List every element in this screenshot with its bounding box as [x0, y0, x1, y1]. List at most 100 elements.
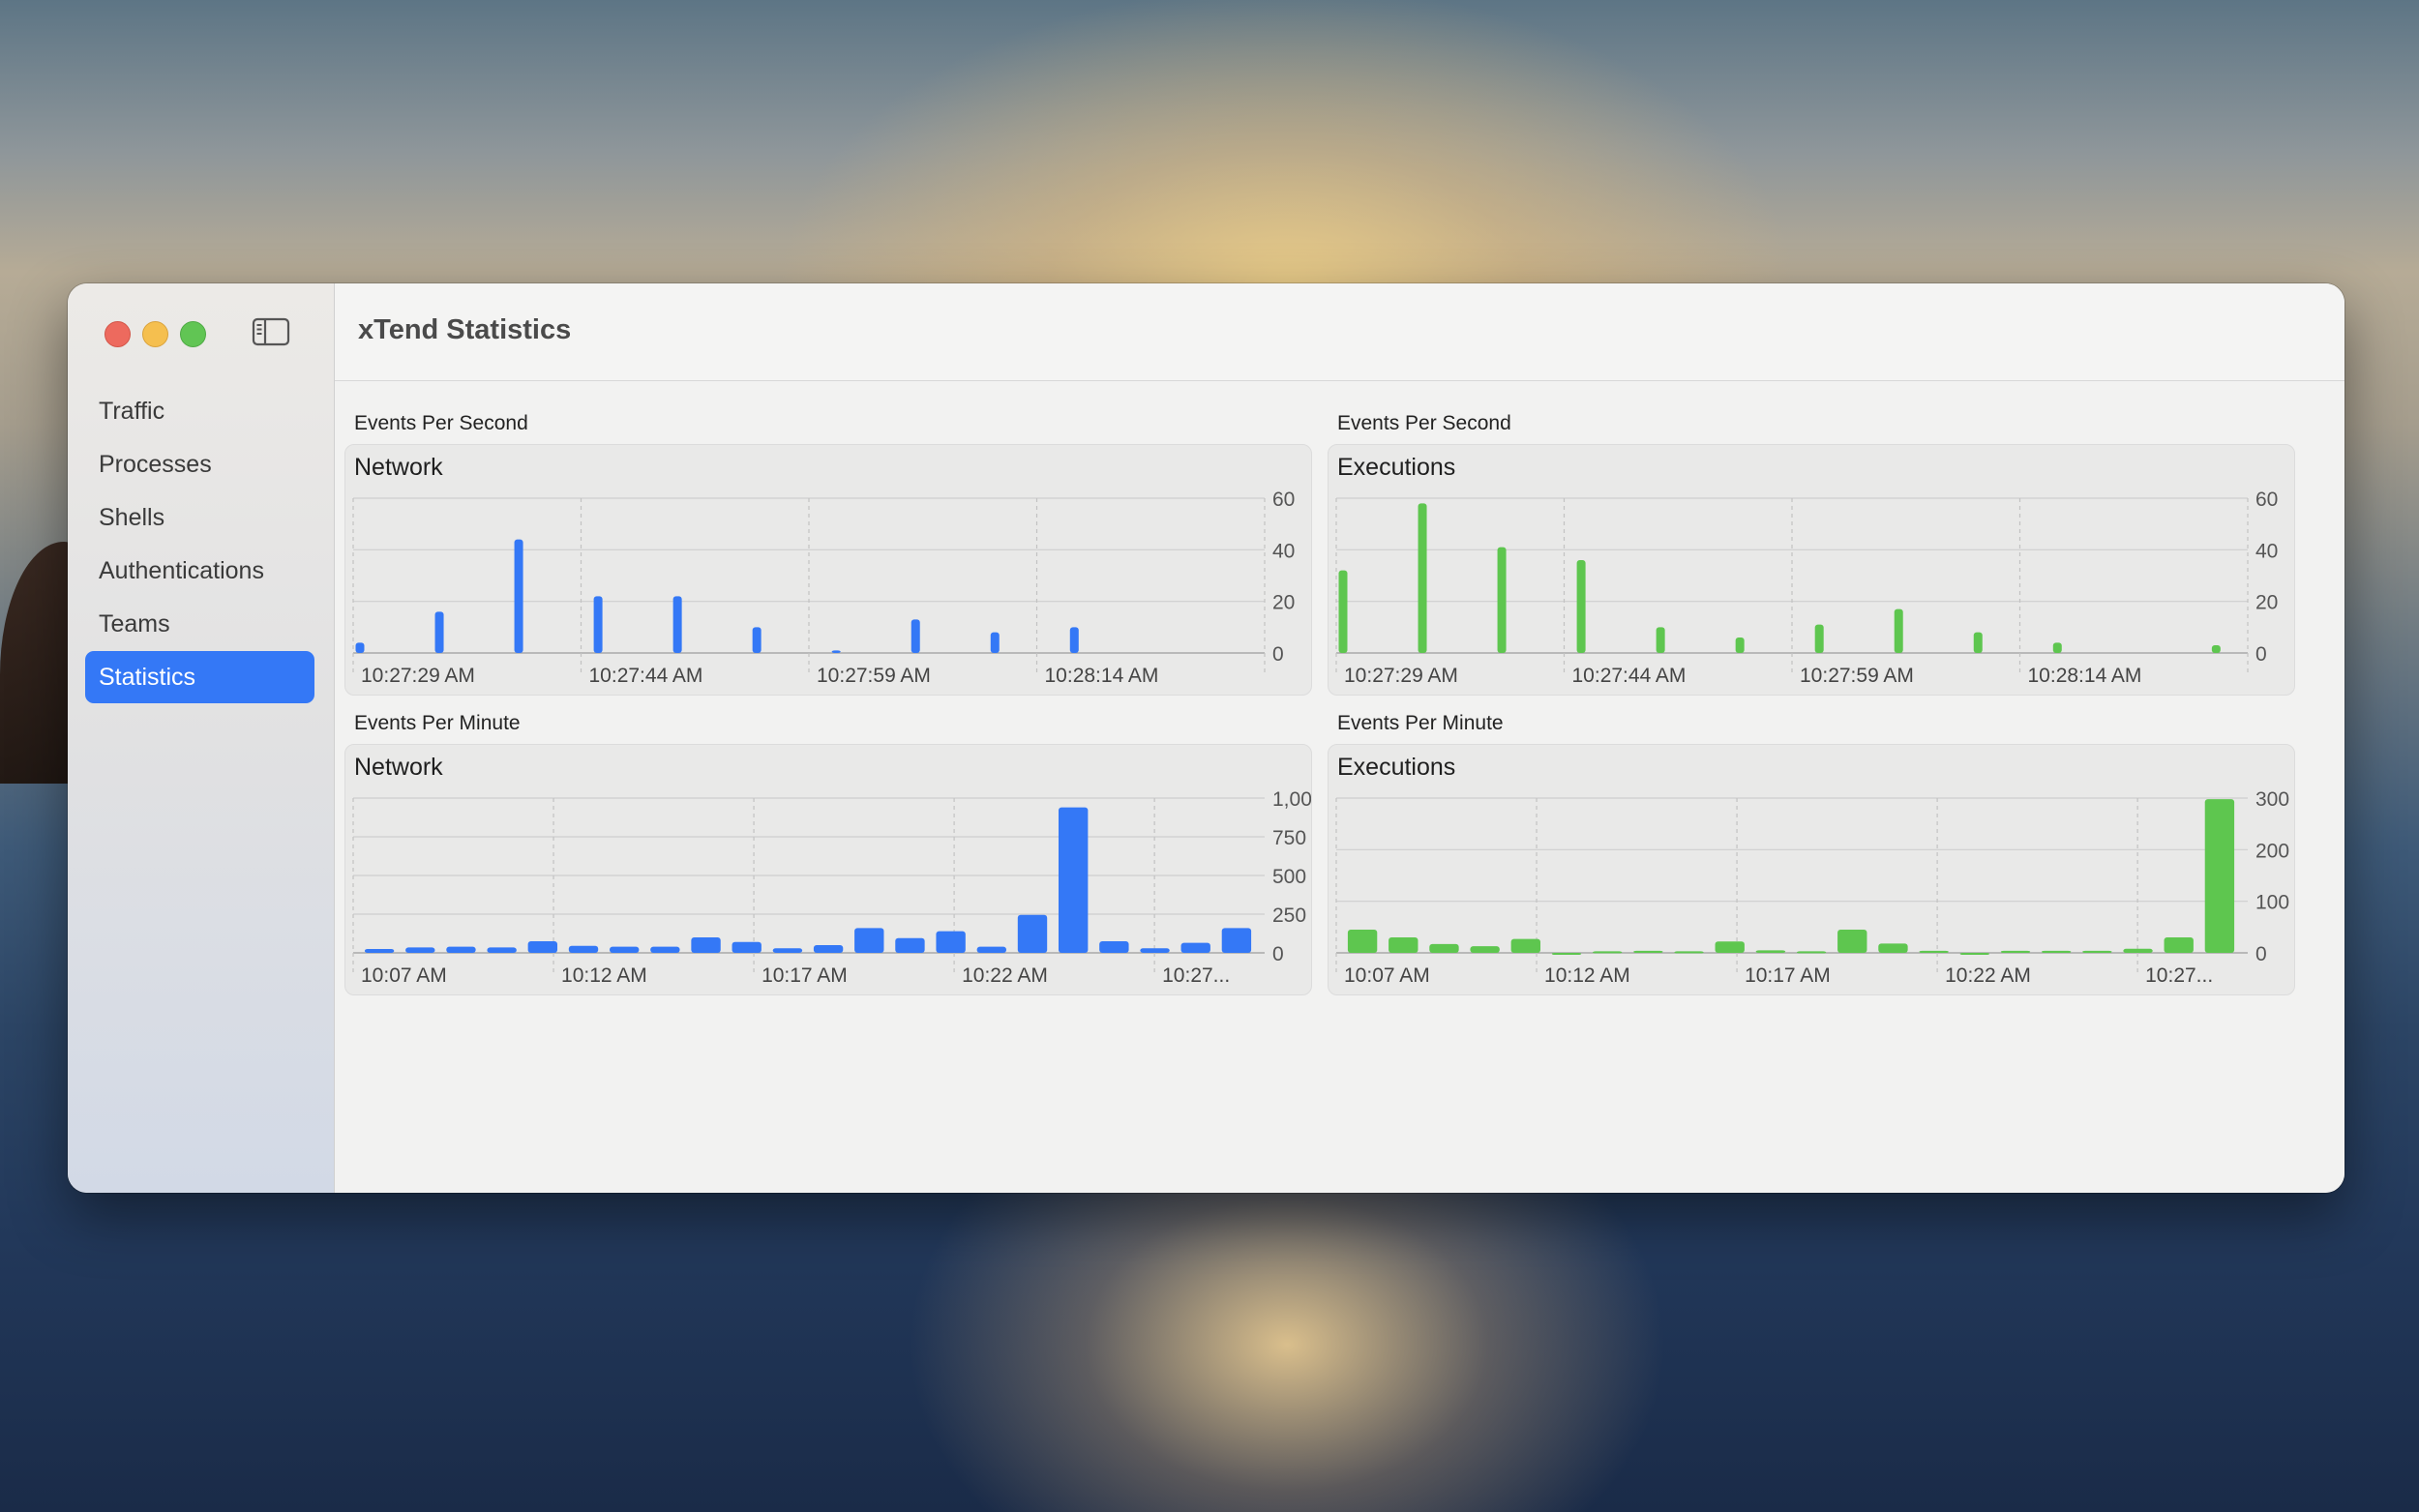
bar — [854, 928, 884, 953]
y-tick-label: 750 — [1272, 827, 1306, 849]
x-tick-label: 10:27:59 AM — [1800, 665, 1914, 687]
y-tick-label: 250 — [1272, 904, 1306, 927]
bar — [732, 941, 762, 953]
bar — [355, 642, 365, 653]
bar — [1551, 953, 1582, 955]
network-per-second-plot: 0 20 40 60 10:27:29 AM 10:27:44 AM 10:27:59 AM… — [352, 489, 1295, 687]
y-tick-label: 20 — [2255, 592, 2278, 614]
bar — [1418, 503, 1427, 653]
bar — [813, 945, 844, 953]
bar — [1656, 627, 1665, 653]
bar — [1715, 941, 1745, 953]
executions-per-second-chart: Executions 0 20 40 60 10:27:29 AM 10:27:44 AM… — [1328, 444, 2295, 696]
bar — [2123, 948, 2153, 953]
bar — [1389, 937, 1419, 953]
bar — [1058, 807, 1089, 953]
chart-title: Executions — [1337, 454, 1456, 481]
x-tick-label: 10:22 AM — [962, 964, 1048, 987]
bar — [772, 948, 803, 953]
y-tick-label: 40 — [1272, 540, 1295, 562]
sidebar-item-traffic[interactable]: Traffic — [99, 398, 165, 425]
bar — [650, 946, 680, 953]
bar — [1814, 624, 1824, 653]
x-tick-label: 10:17 AM — [762, 964, 848, 987]
bar — [1755, 950, 1786, 953]
y-tick-label: 0 — [1272, 643, 1284, 666]
section-label-network-per-minute: Events Per Minute — [354, 712, 521, 734]
bar — [1429, 943, 1459, 953]
sidebar-item-processes[interactable]: Processes — [99, 451, 212, 478]
minimize-button[interactable] — [142, 321, 168, 347]
y-tick-label: 200 — [2255, 840, 2289, 862]
x-tick-label: 10:07 AM — [1344, 964, 1430, 987]
sidebar-item-teams[interactable]: Teams — [99, 610, 170, 637]
bar — [1017, 914, 1048, 953]
bar — [672, 596, 682, 653]
network-per-second-chart: Network 0 20 40 60 10:27:29 AM 10:27:44 AM 10:… — [344, 444, 1312, 696]
y-tick-label: 60 — [1272, 489, 1295, 511]
page-title: xTend Statistics — [358, 314, 572, 345]
section-label-executions-per-minute: Events Per Minute — [1337, 712, 1504, 734]
y-tick-label: 0 — [1272, 943, 1284, 965]
x-tick-label: 10:28:14 AM — [2028, 665, 2142, 687]
bar — [2052, 642, 2062, 653]
x-tick-label: 10:27:29 AM — [361, 665, 475, 687]
executions-per-minute-plot: 0 100 200 300 10:07 AM 10:12 AM 10:17 AM 10:22 … — [1335, 788, 2289, 987]
chart-title: Network — [354, 754, 443, 781]
bar — [487, 947, 517, 953]
y-tick-label: 100 — [2255, 892, 2289, 914]
x-tick-label: 10:27:44 AM — [589, 665, 703, 687]
bar — [1973, 632, 1983, 653]
network-per-minute-plot: 0 250 500 750 1,000 10:07 AM 10:12 AM 10:17 AM 1… — [352, 788, 1311, 987]
bar — [2000, 950, 2031, 953]
bar — [2164, 937, 2194, 953]
x-tick-label: 10:12 AM — [1544, 964, 1630, 987]
bar — [1592, 951, 1623, 954]
x-tick-label: 10:27... — [2145, 964, 2213, 987]
x-tick-label: 10:17 AM — [1745, 964, 1831, 987]
sidebar-toggle-icon — [252, 317, 290, 346]
x-tick-label: 10:12 AM — [561, 964, 647, 987]
bar — [1347, 930, 1378, 953]
bar — [1735, 637, 1745, 653]
bar — [936, 931, 966, 953]
chart-title: Executions — [1337, 754, 1456, 781]
bar — [1796, 951, 1827, 954]
sidebar-nav: Traffic Processes Shells Authentications… — [85, 385, 314, 704]
y-tick-label: 40 — [2255, 540, 2278, 562]
bar — [568, 945, 599, 953]
close-button[interactable] — [105, 321, 131, 347]
sidebar-item-shells[interactable]: Shells — [99, 504, 165, 531]
bar — [1878, 943, 1908, 953]
bar — [434, 611, 444, 653]
bar — [2041, 950, 2072, 953]
bar — [609, 946, 640, 953]
zoom-button[interactable] — [180, 321, 206, 347]
bar — [1837, 930, 1867, 953]
section-label-network-per-second: Events Per Second — [354, 412, 528, 434]
bar — [1576, 560, 1586, 653]
bar — [691, 937, 721, 953]
bar — [831, 650, 841, 653]
sidebar-toggle-button[interactable] — [252, 316, 290, 347]
chart-title: Network — [354, 454, 443, 481]
bar — [1099, 941, 1129, 953]
bar — [1221, 928, 1252, 953]
sidebar: Traffic Processes Shells Authentications… — [68, 283, 335, 1193]
network-per-minute-chart: Network 0 250 500 750 1,000 10:07 AM 10:12 AM 1… — [344, 744, 1312, 995]
bar — [1180, 942, 1210, 953]
x-tick-label: 10:27:59 AM — [817, 665, 931, 687]
section-label-executions-per-second: Events Per Second — [1337, 412, 1511, 434]
bar — [1497, 547, 1507, 653]
bar — [1959, 953, 1990, 955]
bar — [1633, 950, 1663, 953]
y-tick-label: 0 — [2255, 943, 2267, 965]
bar — [1069, 627, 1079, 653]
x-tick-label: 10:22 AM — [1945, 964, 2031, 987]
bar — [514, 539, 523, 653]
bar — [911, 619, 920, 653]
sidebar-item-authentications[interactable]: Authentications — [99, 557, 264, 584]
y-tick-label: 60 — [2255, 489, 2278, 511]
bar — [2211, 645, 2221, 653]
sidebar-item-statistics[interactable]: Statistics — [85, 651, 314, 703]
